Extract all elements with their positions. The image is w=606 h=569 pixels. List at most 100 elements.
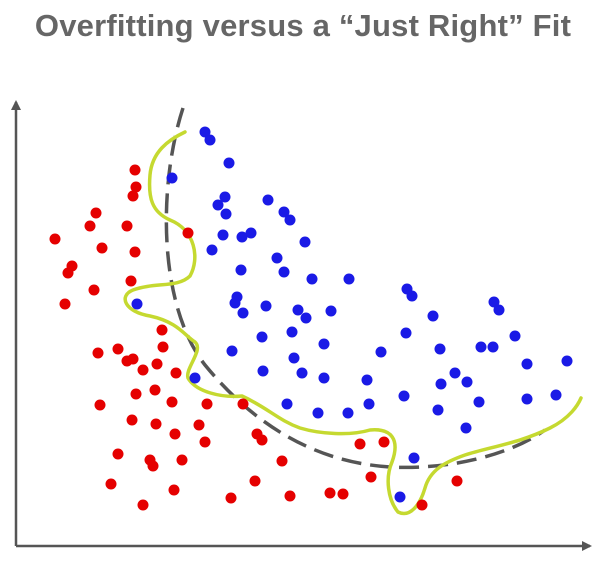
red-point	[137, 364, 149, 376]
red-point	[84, 220, 96, 232]
blue-point	[375, 346, 387, 358]
red-point	[182, 227, 194, 239]
blue-point	[460, 422, 472, 434]
blue-point	[296, 367, 308, 379]
blue-point	[509, 330, 521, 342]
red-point	[378, 436, 390, 448]
red-point	[112, 448, 124, 460]
blue-point	[199, 126, 211, 138]
blue-point	[363, 398, 375, 410]
red-point	[137, 499, 149, 511]
red-point	[451, 475, 463, 487]
blue-point	[235, 264, 247, 276]
blue-point	[487, 341, 499, 353]
red-point	[150, 418, 162, 430]
blue-point	[220, 208, 232, 220]
blue-point	[284, 214, 296, 226]
blue-point	[229, 297, 241, 309]
blue-point	[318, 338, 330, 350]
red-point	[157, 341, 169, 353]
red-point	[126, 414, 138, 426]
blue-point	[278, 206, 290, 218]
overfit-curve	[123, 130, 583, 516]
red-point	[105, 478, 117, 490]
blue-point	[217, 229, 229, 241]
blue-point	[394, 491, 406, 503]
red-point	[149, 384, 161, 396]
blue-point	[561, 355, 573, 367]
red-point	[151, 358, 163, 370]
blue-point	[473, 396, 485, 408]
red-point	[130, 388, 142, 400]
blue-point	[488, 296, 500, 308]
blue-point	[400, 327, 412, 339]
blue-point	[245, 227, 257, 239]
red-point	[121, 220, 133, 232]
blue-point	[189, 372, 201, 384]
blue-point	[312, 407, 324, 419]
blue-points	[131, 126, 573, 503]
blue-point	[166, 172, 178, 184]
blue-point	[204, 134, 216, 146]
blue-point	[223, 157, 235, 169]
blue-point	[262, 194, 274, 206]
red-point	[170, 367, 182, 379]
blue-point	[206, 244, 218, 256]
red-point	[176, 454, 188, 466]
red-point	[62, 267, 74, 279]
red-point	[130, 181, 142, 193]
blue-point	[256, 331, 268, 343]
blue-point	[342, 407, 354, 419]
red-point	[88, 284, 100, 296]
red-point	[168, 484, 180, 496]
blue-point	[325, 305, 337, 317]
red-point	[249, 475, 261, 487]
blue-point	[461, 376, 473, 388]
red-point	[112, 343, 124, 355]
just-right-fit-curve	[164, 107, 547, 470]
red-point	[276, 455, 288, 467]
red-point	[129, 164, 141, 176]
blue-point	[236, 231, 248, 243]
blue-point	[521, 393, 533, 405]
red-point	[324, 487, 336, 499]
red-point	[201, 398, 213, 410]
blue-point	[212, 199, 224, 211]
red-point	[92, 347, 104, 359]
red-point	[337, 488, 349, 500]
blue-point	[306, 273, 318, 285]
red-point	[256, 434, 268, 446]
blue-point	[271, 252, 283, 264]
red-point	[59, 298, 71, 310]
blue-point	[131, 298, 143, 310]
red-point	[193, 419, 205, 431]
red-point	[354, 438, 366, 450]
red-point	[90, 207, 102, 219]
red-point	[147, 460, 159, 472]
blue-point	[278, 266, 290, 278]
blue-point	[434, 343, 446, 355]
chart-title: Overfitting versus a “Just Right” Fit	[34, 8, 572, 43]
blue-point	[475, 341, 487, 353]
red-point	[127, 190, 139, 202]
red-point	[125, 275, 137, 287]
blue-point	[449, 367, 461, 379]
blue-point	[343, 273, 355, 285]
blue-point	[257, 365, 269, 377]
blue-point	[281, 398, 293, 410]
blue-point	[292, 304, 304, 316]
blue-point	[318, 372, 330, 384]
blue-point	[432, 404, 444, 416]
blue-point	[237, 307, 249, 319]
blue-point	[493, 304, 505, 316]
red-points	[49, 164, 463, 511]
red-point	[365, 471, 377, 483]
blue-point	[226, 345, 238, 357]
red-point	[169, 428, 181, 440]
red-point	[284, 490, 296, 502]
blue-point	[299, 236, 311, 248]
blue-point	[550, 389, 562, 401]
blue-point	[521, 358, 533, 370]
red-point	[199, 436, 211, 448]
